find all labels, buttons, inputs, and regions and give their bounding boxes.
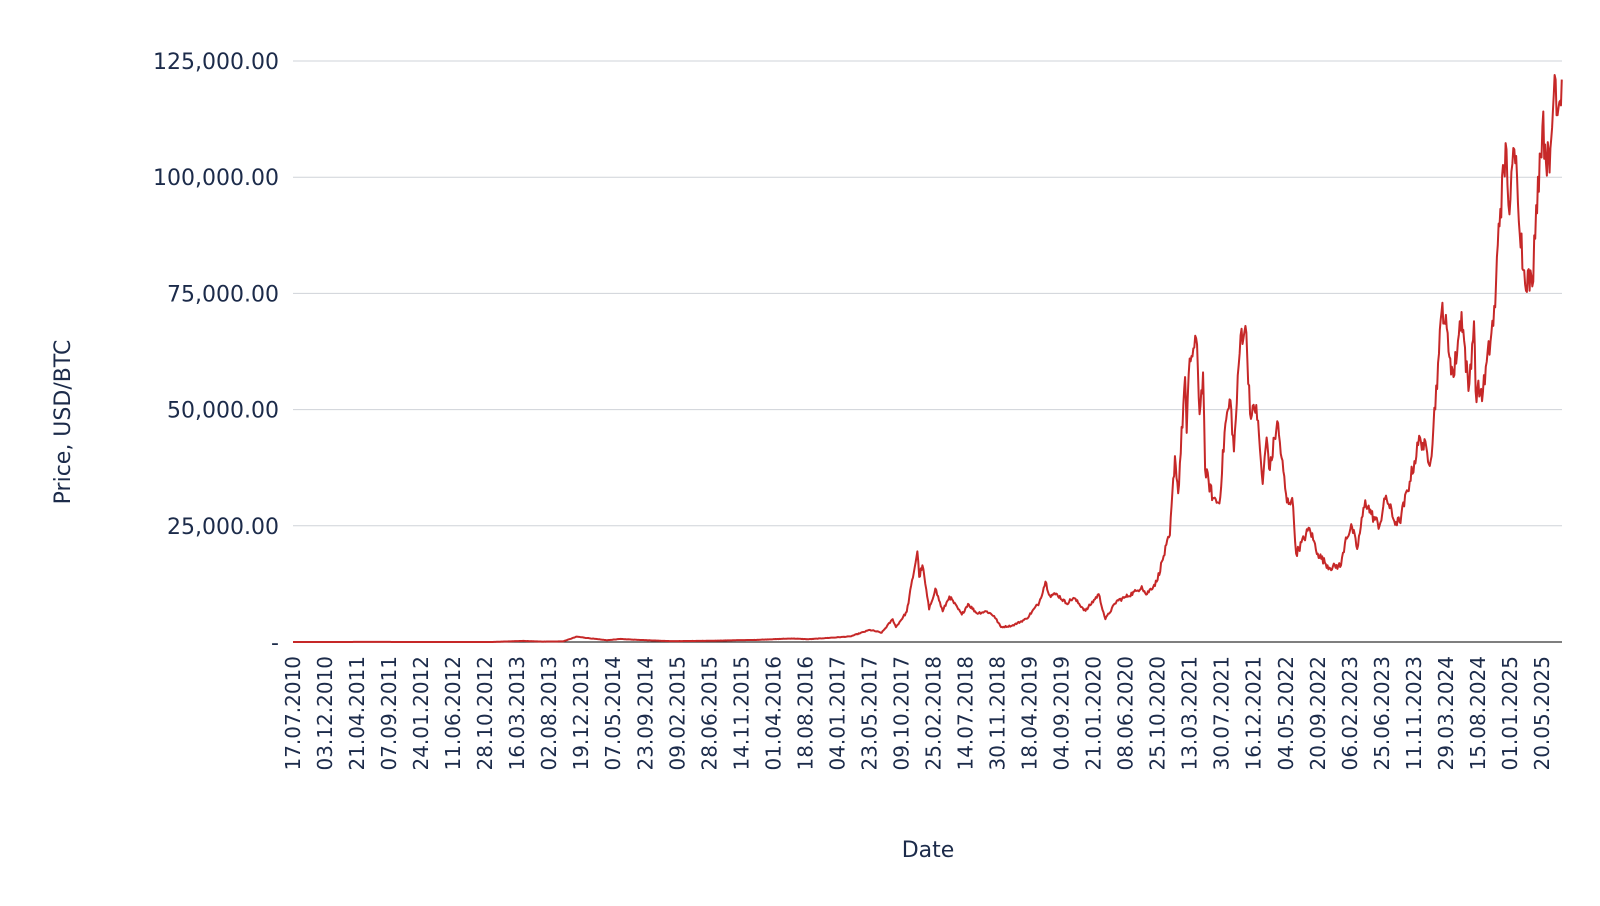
y-tick-label: 25,000.00	[167, 515, 279, 540]
x-tick-label: 06.02.2023	[1338, 656, 1362, 771]
series-layer	[292, 73, 1563, 643]
x-tick-label: 04.05.2022	[1274, 656, 1298, 771]
x-tick-label: 30.07.2021	[1210, 656, 1234, 771]
y-tick-label: 100,000.00	[153, 166, 279, 191]
x-tick-label: 25.06.2023	[1370, 656, 1394, 771]
x-tick-label: 08.06.2020	[1114, 656, 1138, 771]
x-tick-label: 28.10.2012	[473, 656, 497, 771]
x-tick-label: 23.09.2014	[633, 656, 657, 771]
price-series-line	[292, 73, 1563, 643]
x-tick-label: 25.10.2020	[1146, 656, 1170, 771]
x-tick-label: 09.10.2017	[889, 656, 913, 771]
x-tick-label: 16.03.2013	[505, 656, 529, 771]
x-tick-label: 15.08.2024	[1466, 656, 1490, 771]
x-tick-label: 16.12.2021	[1242, 656, 1266, 771]
y-axis-label: Price, USD/BTC	[51, 340, 76, 505]
x-tick-label: 09.02.2015	[665, 656, 689, 771]
x-tick-label: 18.08.2016	[793, 656, 817, 771]
y-axis-ticks: - 25,000.00 50,000.00 75,000.00 100,000.00 12…	[153, 50, 279, 656]
x-tick-label: 07.09.2011	[377, 656, 401, 771]
x-tick-label: 30.11.2018	[986, 656, 1010, 771]
x-tick-label: 21.01.2020	[1082, 656, 1106, 771]
x-tick-label: 13.03.2021	[1178, 656, 1202, 771]
x-tick-label: 29.03.2024	[1434, 656, 1458, 771]
x-tick-label: 11.06.2012	[441, 656, 465, 771]
x-tick-label: 25.02.2018	[921, 656, 945, 771]
x-tick-label: 02.08.2013	[537, 656, 561, 771]
x-tick-label: 24.01.2012	[409, 656, 433, 771]
x-tick-label: 03.12.2010	[313, 656, 337, 771]
y-tick-label: 125,000.00	[153, 50, 279, 75]
x-tick-label: 14.11.2015	[729, 656, 753, 771]
x-axis-label: Date	[902, 838, 955, 863]
x-tick-label: 07.05.2014	[601, 656, 625, 771]
y-tick-label: 75,000.00	[167, 282, 279, 307]
x-tick-label: 14.07.2018	[954, 656, 978, 771]
y-tick-label: 50,000.00	[167, 399, 279, 424]
x-tick-label: 01.01.2025	[1498, 656, 1522, 771]
x-tick-label: 23.05.2017	[857, 656, 881, 771]
y-tick-label: -	[271, 631, 279, 656]
x-tick-label: 01.04.2016	[761, 656, 785, 771]
grid-layer	[293, 60, 1562, 643]
x-tick-label: 20.05.2025	[1530, 656, 1554, 771]
x-tick-label: 04.01.2017	[825, 656, 849, 771]
x-tick-label: 20.09.2022	[1306, 656, 1330, 771]
x-axis-ticks: 17.07.2010 03.12.2010 21.04.2011 07.09.2011…	[281, 656, 1554, 771]
x-tick-label: 28.06.2015	[697, 656, 721, 771]
x-tick-label: 11.11.2023	[1402, 656, 1426, 771]
x-tick-label: 17.07.2010	[281, 656, 305, 771]
x-tick-label: 18.04.2019	[1018, 656, 1042, 771]
x-tick-label: 04.09.2019	[1050, 656, 1074, 771]
x-tick-label: 21.04.2011	[345, 656, 369, 771]
x-tick-label: 19.12.2013	[569, 656, 593, 771]
